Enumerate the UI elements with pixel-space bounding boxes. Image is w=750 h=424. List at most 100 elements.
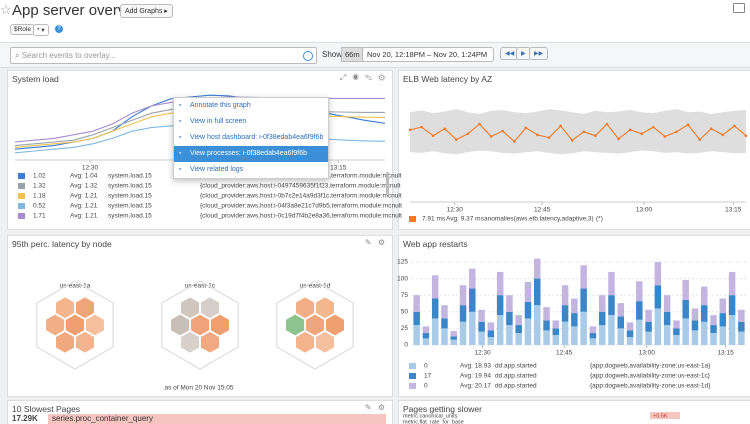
- bar-segment: [691, 320, 699, 331]
- context-menu: Annotate this graphView in full screenVi…: [173, 97, 329, 179]
- widget-icons[interactable]: ✎ ⚙: [364, 403, 387, 412]
- point: [721, 133, 725, 137]
- widget-title: 95th perc. latency by node: [12, 239, 112, 249]
- add-graphs-button[interactable]: Add Graphs ▸: [120, 4, 173, 18]
- legend-swatch: [18, 203, 25, 209]
- label: 1.02: [33, 173, 46, 180]
- label: Avg: 1.21: [70, 193, 98, 200]
- y-tick-label: 75: [401, 292, 409, 299]
- bar-segment: [469, 288, 476, 312]
- bar-segment: [654, 261, 662, 286]
- legend-swatch: [18, 193, 25, 199]
- bar-segment: [654, 285, 662, 309]
- bar-segment: [710, 315, 717, 326]
- label: Avg: 20.17: [460, 383, 491, 390]
- y-tick-label: 0: [404, 342, 408, 349]
- label: system.load.15: [108, 203, 152, 210]
- widget-icons[interactable]: ⤢ ◉ ✎ ⚙: [339, 73, 387, 82]
- point: [559, 124, 562, 128]
- time-range-select[interactable]: Nov 20, 12:18PM – Nov 20, 1:24PM: [362, 47, 494, 62]
- menu-item[interactable]: View related logs: [174, 162, 328, 178]
- point: [698, 138, 701, 141]
- bar-segment: [469, 268, 476, 289]
- menu-item[interactable]: Annotate this graph: [174, 98, 328, 114]
- bar-segment: [552, 335, 560, 345]
- bar-segment: [645, 331, 652, 345]
- bar-segment: [673, 335, 680, 345]
- bar-segment: [589, 338, 597, 345]
- x-tick-label: 13:00: [636, 207, 653, 214]
- host-hexagon: [315, 330, 335, 354]
- bar-segment: [441, 318, 448, 329]
- widget-title: Web app restarts: [403, 239, 468, 249]
- bar-segment: [524, 318, 532, 345]
- bar-segment: [469, 311, 476, 345]
- bar-segment: [422, 326, 430, 334]
- y-tick-label: 100: [397, 275, 408, 282]
- label: 1.32: [33, 183, 46, 190]
- bar-segment: [589, 326, 597, 334]
- bar-segment: [728, 315, 736, 345]
- point: [663, 135, 667, 138]
- header: ☆ App server overview Add Graphs ▸ $Role…: [0, 0, 750, 43]
- bar-segment: [543, 320, 550, 331]
- menu-item[interactable]: View host dashboard: i-0f38edab4ea6f9f6b: [174, 130, 328, 146]
- host-hexagon: [85, 313, 105, 337]
- x-tick-label: 12:30: [447, 207, 464, 214]
- bar-segment: [580, 288, 587, 312]
- search-placeholder: Search events to overlay...: [21, 51, 116, 60]
- host-hexagon: [65, 313, 85, 337]
- forward-button[interactable]: ▶▶: [529, 47, 549, 60]
- menu-item[interactable]: View processes: i-0f38edab4ea6f9f6b: [174, 146, 328, 162]
- bar-segment: [626, 330, 634, 338]
- widget-icons[interactable]: ✎ ⚙: [364, 238, 387, 247]
- bar-segment: [431, 318, 439, 345]
- tv-mode-icon[interactable]: [733, 3, 745, 13]
- bar-segment: [413, 311, 420, 326]
- zone-label: us-east-1a: [60, 283, 91, 290]
- host-hexagon: [295, 330, 315, 354]
- label: dd.app.started: [495, 363, 537, 370]
- legend-swatch: [18, 183, 25, 189]
- bar-segment: [552, 328, 560, 336]
- bar-segment: [719, 313, 727, 327]
- label: 0: [424, 363, 428, 370]
- bar-segment: [645, 321, 652, 332]
- label: {app:dogweb,availability-zone:us-east-1a…: [590, 363, 711, 370]
- bar-segment: [422, 333, 430, 339]
- help-icon[interactable]: ?: [55, 25, 63, 33]
- y-tick-label: 50: [401, 309, 409, 316]
- dashboard-title: App server overview: [12, 2, 148, 19]
- template-variable-select[interactable]: * ▾: [33, 24, 49, 36]
- bar-segment: [571, 298, 578, 314]
- point: [547, 136, 551, 139]
- bar-segment: [552, 320, 560, 329]
- footer: as of Mon 20 Nov 15:05: [164, 385, 233, 392]
- favorite-star[interactable]: ☆: [0, 2, 12, 17]
- label: dd.app.started: [495, 383, 537, 390]
- bar-segment: [450, 339, 457, 345]
- point: [536, 133, 539, 137]
- bar-segment: [441, 305, 448, 319]
- event-search[interactable]: ⌕ Search events to overlay...: [10, 47, 317, 64]
- show-label: Show: [322, 50, 343, 59]
- label: {cloud_provider:aws,host:i-0b7c2e14a9d3f…: [200, 193, 402, 200]
- x-tick-label: 13:00: [639, 350, 656, 357]
- bar-segment: [636, 319, 643, 345]
- host-hexagon: [305, 313, 325, 337]
- label: Avg: 1.21: [70, 203, 98, 210]
- menu-item[interactable]: View in full screen: [174, 114, 328, 130]
- row-name: metric.flat_rate_for_base: [403, 419, 464, 424]
- point: [478, 122, 481, 126]
- bar-segment: [441, 328, 448, 345]
- x-tick-label: 13:15: [725, 207, 742, 214]
- search-options[interactable]: [303, 51, 313, 61]
- zone-outline: [276, 280, 354, 370]
- bar-segment: [710, 333, 717, 345]
- bar-segment: [608, 315, 615, 345]
- bar-segment: [515, 325, 522, 334]
- point: [640, 132, 644, 136]
- bar-segment: [738, 309, 745, 322]
- bar-segment: [543, 330, 550, 345]
- x-tick-label: 12:30: [82, 165, 99, 172]
